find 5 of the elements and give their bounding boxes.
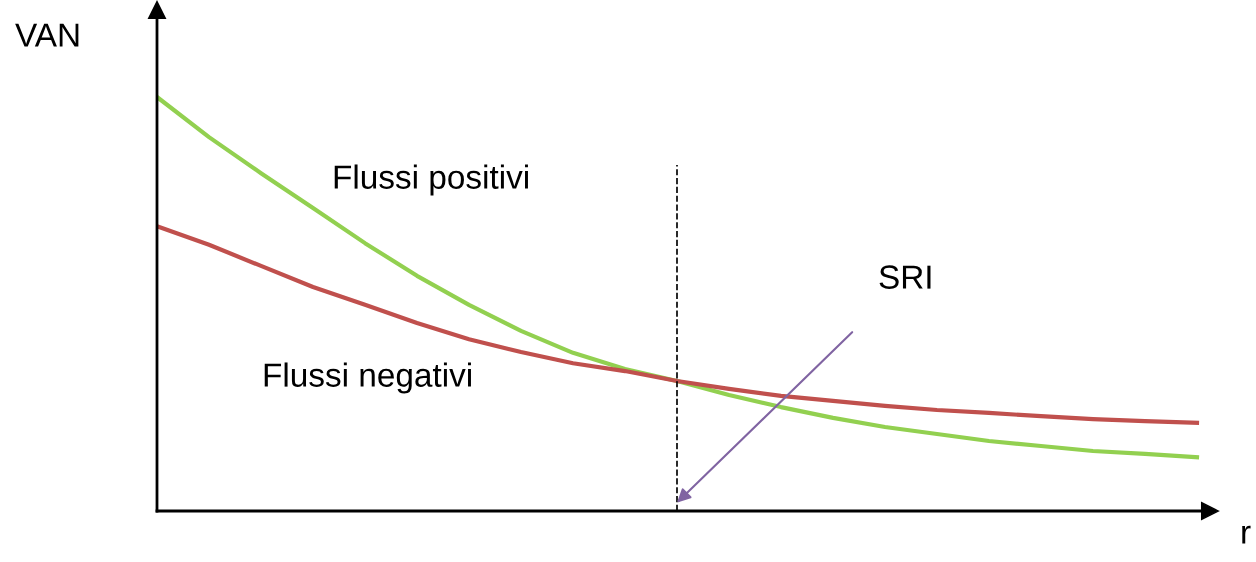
annotation: SRI (879, 265, 931, 289)
annotation: Flussi positivi (334, 164, 528, 196)
x-axis-title: r (1242, 525, 1251, 544)
y-axis-title: VAN (15, 23, 79, 47)
annotation: Flussi negativi (264, 362, 471, 394)
